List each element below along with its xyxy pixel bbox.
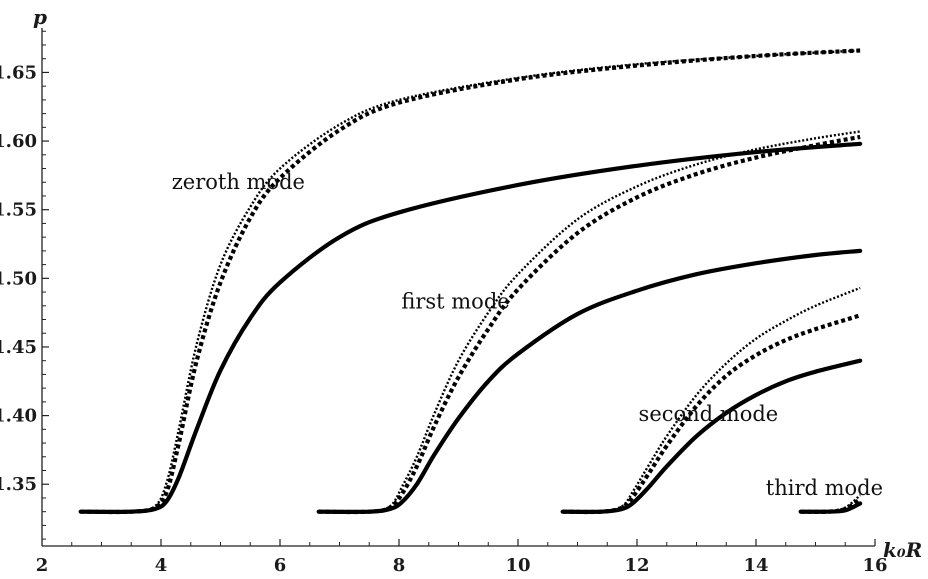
series-solid-curve: [81, 144, 860, 512]
mode-curves: [81, 50, 860, 512]
y-tick-label: 1.60: [0, 131, 37, 152]
x-tick-label: 8: [393, 555, 406, 576]
y-tick-label: 1.65: [0, 62, 37, 83]
mode-label: third mode: [766, 476, 883, 500]
series-dotted-curve: [81, 50, 860, 512]
mode-annotations: zeroth mode first mode second mode third mo…: [172, 170, 883, 500]
x-tick-label: 14: [743, 555, 768, 576]
y-tick-label: 1.40: [0, 406, 37, 427]
mode-label: first mode: [401, 290, 509, 314]
x-tick-label: 10: [505, 555, 530, 576]
mode-label: second mode: [639, 402, 779, 426]
x-tick-label: 4: [155, 555, 168, 576]
axes: [42, 28, 875, 546]
x-tick-label: 12: [624, 555, 649, 576]
y-tick-label: 1.55: [0, 200, 37, 221]
y-axis-label: p: [33, 5, 47, 29]
y-tick-label: 1.45: [0, 337, 37, 358]
y-tick-label: 1.35: [0, 474, 37, 495]
mode-label: zeroth mode: [172, 170, 305, 194]
series-dashed-curve: [81, 50, 860, 512]
x-axis-label: k₀R: [883, 538, 922, 562]
x-tick-label: 2: [36, 555, 49, 576]
series-dashed-curve: [319, 137, 860, 512]
y-tick-label: 1.50: [0, 268, 37, 289]
series-solid-curve: [319, 251, 860, 512]
series-dotted-curve: [319, 131, 860, 512]
x-tick-label: 6: [274, 555, 287, 576]
